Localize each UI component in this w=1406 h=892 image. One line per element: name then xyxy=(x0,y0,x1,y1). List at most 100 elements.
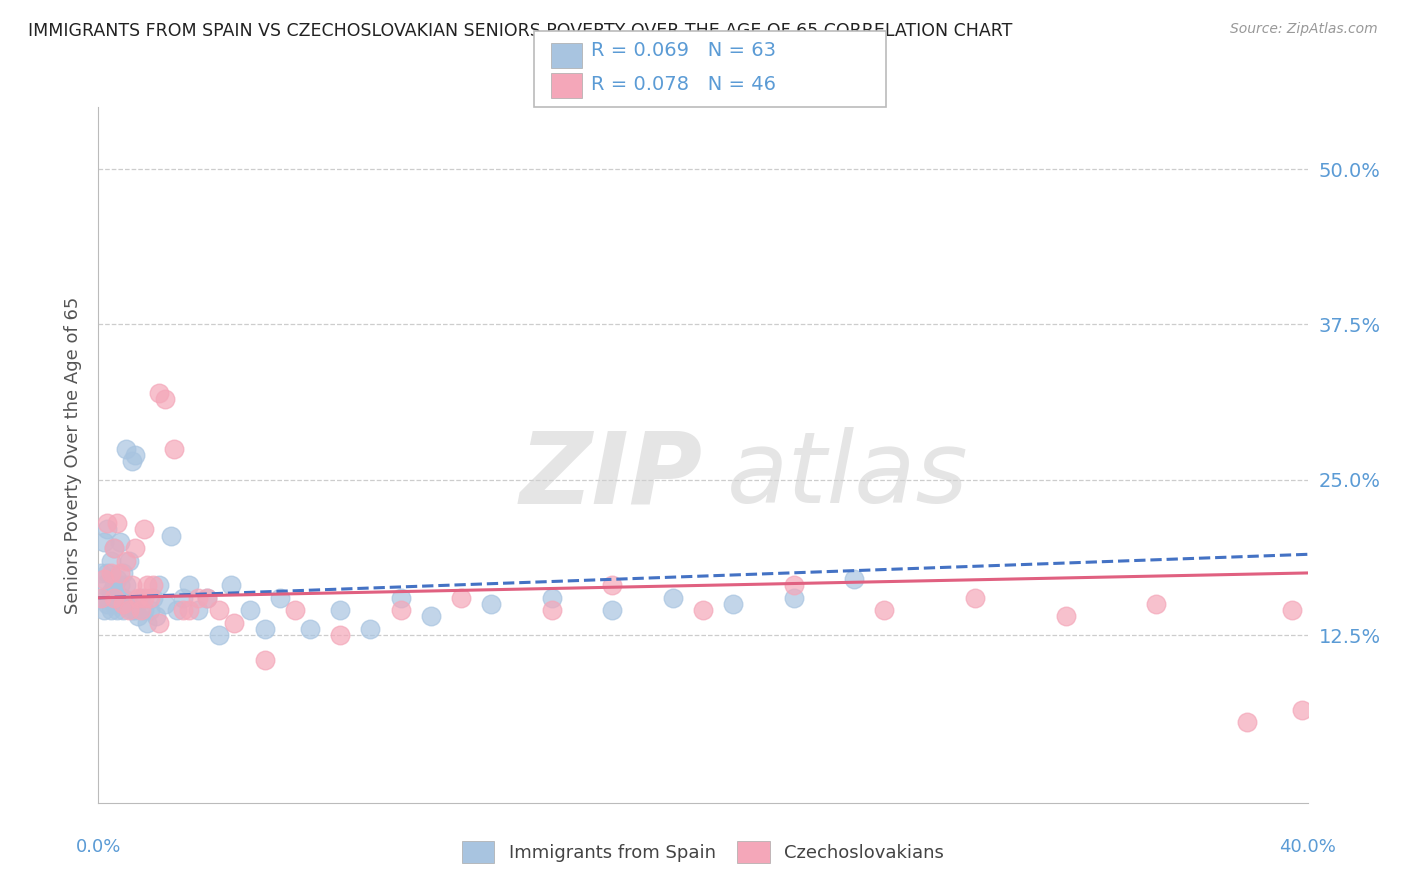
Point xyxy=(195,591,218,605)
Point xyxy=(129,591,152,605)
Point xyxy=(177,603,201,617)
Point xyxy=(100,603,122,617)
Point xyxy=(96,516,118,531)
Point xyxy=(148,385,170,400)
Point xyxy=(103,541,125,555)
Point xyxy=(93,603,115,617)
Point xyxy=(132,523,155,537)
Point xyxy=(540,603,562,617)
Point xyxy=(148,615,170,630)
Point xyxy=(124,603,146,617)
Point xyxy=(540,591,562,605)
Point xyxy=(160,529,183,543)
Text: R = 0.078   N = 46: R = 0.078 N = 46 xyxy=(591,75,776,95)
Point xyxy=(111,591,134,605)
Point xyxy=(108,578,131,592)
Point xyxy=(96,597,118,611)
Point xyxy=(142,591,165,605)
Point xyxy=(1281,603,1303,617)
Point xyxy=(360,622,382,636)
Point xyxy=(965,591,987,605)
Point xyxy=(118,603,141,617)
Point xyxy=(121,454,143,468)
Point xyxy=(121,603,143,617)
Point xyxy=(239,603,262,617)
Point xyxy=(153,597,176,611)
Point xyxy=(90,591,112,605)
Point xyxy=(166,603,188,617)
Point xyxy=(132,591,155,605)
Point xyxy=(93,534,115,549)
Point xyxy=(195,591,218,605)
Point xyxy=(299,622,322,636)
Point xyxy=(602,603,624,617)
Point xyxy=(187,591,209,605)
Point xyxy=(208,628,231,642)
Point xyxy=(661,591,683,605)
Point xyxy=(1054,609,1077,624)
Point xyxy=(172,603,194,617)
Point xyxy=(163,442,186,456)
Point xyxy=(224,615,246,630)
Point xyxy=(221,578,243,592)
Point xyxy=(124,448,146,462)
Point xyxy=(111,597,134,611)
Point xyxy=(721,597,744,611)
Point xyxy=(93,572,115,586)
Text: 40.0%: 40.0% xyxy=(1279,838,1336,856)
Point xyxy=(602,578,624,592)
Text: Source: ZipAtlas.com: Source: ZipAtlas.com xyxy=(1230,22,1378,37)
Point xyxy=(93,578,115,592)
Point xyxy=(187,603,209,617)
Point xyxy=(389,591,412,605)
Point xyxy=(118,553,141,567)
Point xyxy=(844,572,866,586)
Point xyxy=(481,597,503,611)
Point xyxy=(1144,597,1167,611)
Point xyxy=(103,541,125,555)
Point xyxy=(111,566,134,580)
Point xyxy=(121,578,143,592)
Point xyxy=(105,572,128,586)
Point xyxy=(153,392,176,406)
Point xyxy=(103,578,125,592)
Point xyxy=(148,578,170,592)
Point xyxy=(100,553,122,567)
Point xyxy=(114,578,136,592)
Text: 0.0%: 0.0% xyxy=(76,838,121,856)
Point xyxy=(782,578,804,592)
Text: R = 0.069   N = 63: R = 0.069 N = 63 xyxy=(591,41,776,61)
Point xyxy=(127,609,149,624)
Point xyxy=(90,566,112,580)
Point xyxy=(329,628,352,642)
Point xyxy=(105,591,128,605)
Point xyxy=(111,603,134,617)
Point xyxy=(269,591,291,605)
Point xyxy=(108,591,131,605)
Point xyxy=(135,578,157,592)
Point xyxy=(782,591,804,605)
Point xyxy=(124,541,146,555)
Text: IMMIGRANTS FROM SPAIN VS CZECHOSLOVAKIAN SENIORS POVERTY OVER THE AGE OF 65 CORR: IMMIGRANTS FROM SPAIN VS CZECHOSLOVAKIAN… xyxy=(28,22,1012,40)
Point xyxy=(139,591,162,605)
Point xyxy=(132,603,155,617)
Point xyxy=(90,591,112,605)
Point xyxy=(105,603,128,617)
Point xyxy=(253,622,276,636)
Point xyxy=(419,609,441,624)
Point xyxy=(142,578,165,592)
Text: ZIP: ZIP xyxy=(520,427,703,524)
Point xyxy=(139,603,162,617)
Point xyxy=(114,553,136,567)
Point xyxy=(208,603,231,617)
Legend: Immigrants from Spain, Czechoslovakians: Immigrants from Spain, Czechoslovakians xyxy=(454,834,952,871)
Point xyxy=(127,591,149,605)
Point xyxy=(100,584,122,599)
Point xyxy=(108,566,131,580)
Point xyxy=(129,603,152,617)
Point xyxy=(873,603,896,617)
Point xyxy=(103,591,125,605)
Point xyxy=(114,442,136,456)
Point xyxy=(1236,714,1258,729)
Point xyxy=(96,523,118,537)
